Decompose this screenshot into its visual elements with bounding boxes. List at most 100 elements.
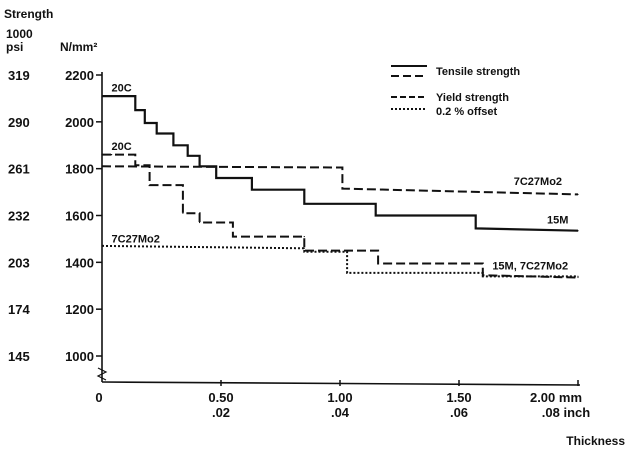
legend-label-offset: 0.2 % offset: [436, 106, 497, 118]
series-point: [482, 275, 484, 277]
tick-group: 2200 319 2000 290 1800 261 1600 232 1400 203 1200 1…: [8, 68, 590, 420]
x-tick-label-mm: 0.50: [208, 390, 233, 405]
legend: Tensile strength Yield strength 0.2 % of…: [391, 65, 520, 118]
annotation-group: 20C 20C 7C27Mo2 7C27Mo2 15M 15M, 7C27Mo2: [112, 82, 569, 272]
series-point: [232, 235, 234, 238]
series-point: [134, 95, 136, 97]
x-tick-label-mm: 0: [95, 390, 102, 405]
legend-label-yield: Yield strength: [436, 92, 509, 104]
series-point: [187, 144, 189, 146]
y-tick-label-si: 1400: [65, 255, 94, 270]
y-psi-unit-line1: 1000: [6, 27, 33, 41]
annotation-label: 7C27Mo2: [514, 176, 562, 188]
series-point: [341, 166, 343, 169]
x-tick-label-inch: .06: [450, 405, 468, 420]
series-point: [101, 95, 103, 97]
series-line-1-dashed: [101, 165, 579, 196]
series-point: [134, 109, 136, 111]
series-point: [182, 212, 184, 214]
y-tick-label-si: 1600: [65, 209, 94, 224]
x-tick-label-mm: 2.00 mm: [530, 390, 582, 405]
series-point: [577, 193, 579, 196]
series-line-0-solid: [102, 95, 579, 232]
series-point: [156, 122, 158, 124]
annotation-label: 20C: [112, 141, 132, 153]
series-point: [215, 165, 217, 167]
series-point: [577, 230, 579, 232]
series-point: [577, 276, 579, 279]
x-tick-label-mm: 1.50: [446, 390, 471, 405]
y-tick-label-si: 1000: [65, 349, 94, 364]
series-point: [198, 221, 201, 224]
series-point: [134, 154, 136, 156]
series-point: [377, 262, 379, 265]
series-point: [156, 132, 158, 135]
series-point: [482, 272, 484, 274]
y-tick-label-si: 2200: [65, 68, 94, 83]
series-point: [101, 245, 103, 247]
series-point: [149, 164, 151, 166]
x-tick-label-inch: .08 inch: [542, 405, 590, 420]
y-si-unit: N/mm²: [60, 40, 97, 54]
x-tick-label-inch: .02: [212, 405, 230, 420]
annotation-label: 15M, 7C27Mo2: [492, 260, 568, 272]
legend-label-tensile: Tensile strength: [436, 66, 520, 78]
y-tick-label-psi: 174: [8, 302, 30, 317]
series-point: [198, 212, 201, 214]
series-point: [149, 184, 151, 186]
series-point: [346, 251, 348, 253]
series-point: [303, 203, 305, 205]
y-tick-label-si: 1800: [65, 162, 94, 177]
series-point: [475, 214, 477, 217]
series-point: [198, 155, 201, 157]
series-point: [101, 165, 103, 167]
series-point: [110, 95, 113, 97]
series-point: [375, 203, 377, 205]
series-point: [303, 189, 305, 191]
series-point: [172, 132, 174, 135]
x-axis-title: Thickness: [566, 434, 625, 448]
series-point: [341, 187, 343, 190]
annotation-label: 15M: [547, 215, 568, 227]
annotation-label: 7C27Mo2: [112, 233, 160, 245]
y-axis-title: Strength: [4, 7, 53, 21]
x-tick-label-mm: 1.00: [327, 390, 352, 405]
series-point: [346, 272, 348, 274]
y-tick-label-psi: 203: [8, 255, 30, 270]
series-point: [187, 155, 189, 157]
y-tick-label-psi: 261: [8, 162, 30, 177]
series-line-2-dashed: [102, 153, 579, 279]
series-point: [232, 221, 234, 224]
series-point: [101, 154, 103, 156]
series-point: [303, 235, 305, 238]
series-point: [377, 250, 379, 252]
y-tick-label-psi: 232: [8, 209, 30, 224]
series-group: [101, 95, 579, 279]
series-point: [215, 177, 217, 179]
series-point: [482, 262, 484, 265]
series-point: [172, 144, 174, 146]
series-point: [475, 227, 477, 229]
series-point: [577, 275, 579, 277]
y-tick-label-si: 2000: [65, 115, 94, 130]
x-axis-line: [101, 381, 581, 386]
annotation-label: 20C: [112, 82, 132, 94]
series-point: [144, 122, 146, 124]
series-point: [251, 177, 253, 179]
series-point: [303, 251, 305, 253]
series-point: [110, 154, 113, 156]
series-point: [134, 164, 136, 166]
x-tick-label-inch: .04: [331, 405, 350, 420]
series-point: [251, 189, 253, 191]
y-tick-label-psi: 145: [8, 349, 30, 364]
y-tick-label-psi: 319: [8, 68, 30, 83]
y-psi-unit-line2: psi: [6, 40, 23, 54]
y-tick-label-psi: 290: [8, 115, 30, 130]
series-point: [182, 184, 184, 186]
y-tick-label-si: 1200: [65, 302, 94, 317]
series-point: [375, 214, 377, 217]
series-point: [303, 247, 305, 249]
series-point: [144, 109, 146, 111]
axis-break-mark: [96, 367, 108, 381]
